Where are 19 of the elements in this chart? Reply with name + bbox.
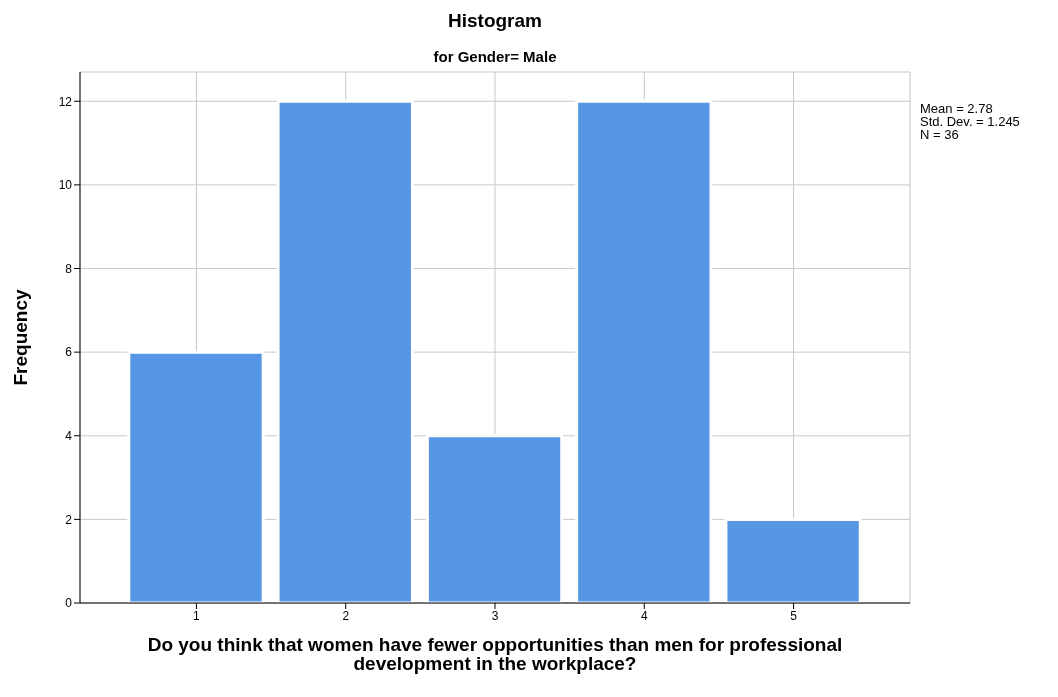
x-tick-label: 2	[342, 608, 350, 623]
text: Std. Dev. = 1.245	[920, 114, 1020, 129]
y-axis-title: Frequency	[9, 289, 31, 386]
y-tick-label: 4	[65, 429, 73, 444]
x-tick-label: 1	[193, 608, 201, 623]
y-tick-label: 8	[65, 261, 73, 276]
y-tick-label: 0	[65, 596, 73, 611]
y-tick-label: 2	[65, 512, 73, 527]
chart-subtitle: for Gender= Male	[432, 48, 558, 65]
chart-title: Histogram	[447, 10, 543, 32]
text: Mean = 2.78	[920, 101, 994, 116]
x-tick-label: 4	[640, 608, 648, 623]
text: N = 36	[920, 127, 960, 142]
x-axis-title: Do you think that women have fewer opportunities than men for professional development in the workplace?	[146, 634, 844, 674]
y-tick-label: 12	[58, 94, 73, 109]
y-tick-label: 10	[58, 178, 73, 193]
y-tick-label: 6	[65, 345, 73, 360]
x-tick-label: 3	[491, 608, 499, 623]
x-tick-label: 5	[790, 608, 798, 623]
